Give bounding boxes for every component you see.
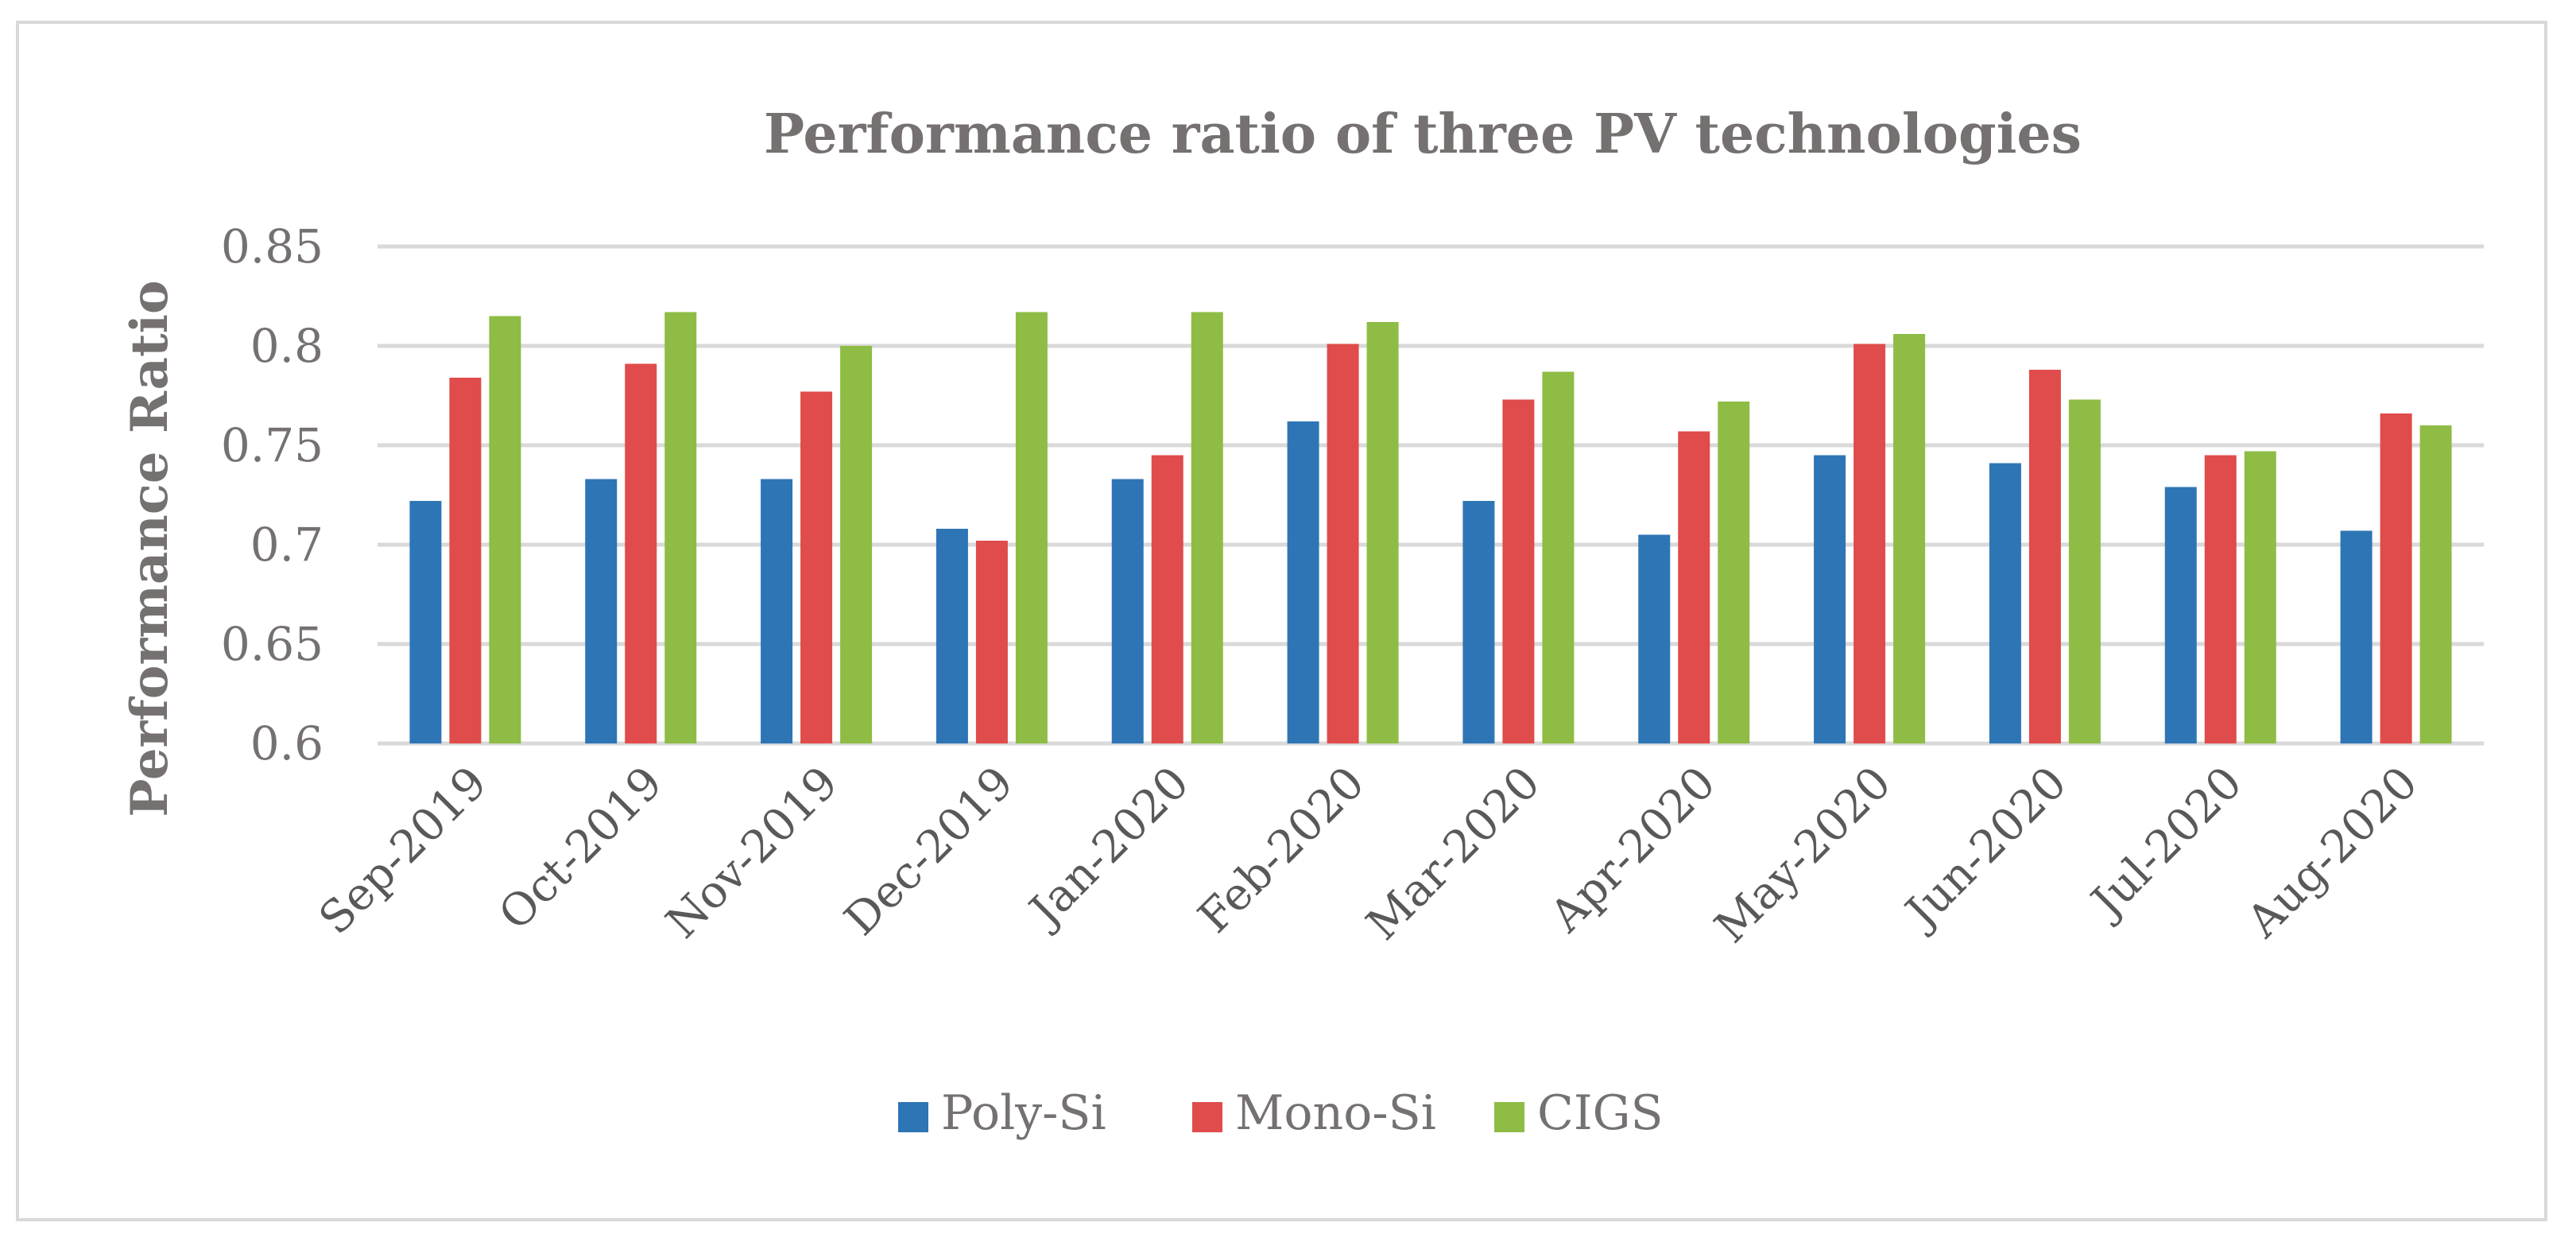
- bar-cigs-may-2020: [1893, 334, 1926, 743]
- legend-label: CIGS: [1537, 1085, 1664, 1141]
- y-tick-label: 0.65: [221, 617, 323, 671]
- bar-poly-si-apr-2020: [1638, 534, 1671, 743]
- bar-poly-si-aug-2020: [2340, 530, 2373, 743]
- gridlines: [378, 244, 2484, 746]
- bar-cigs-apr-2020: [1718, 402, 1750, 743]
- bar-cigs-jul-2020: [2244, 451, 2276, 743]
- x-tick-label: May-2020: [1705, 757, 1901, 953]
- chart-title: Performance ratio of three PV technologi…: [764, 103, 2082, 166]
- bar-poly-si-jan-2020: [1111, 479, 1144, 743]
- y-tick-label: 0.85: [221, 219, 323, 274]
- bar-poly-si-feb-2020: [1287, 421, 1319, 743]
- bar-poly-si-jul-2020: [2164, 487, 2197, 743]
- legend-swatch: [898, 1102, 928, 1132]
- bar-mono-si-jun-2020: [2028, 370, 2061, 743]
- x-tick-label: Nov-2019: [657, 757, 848, 949]
- bar-poly-si-oct-2019: [585, 479, 618, 743]
- x-tick-label: Jun-2020: [1893, 757, 2077, 941]
- bar-cigs-jun-2020: [2068, 399, 2101, 743]
- x-tick-label: Jan-2020: [1017, 757, 1199, 939]
- x-tick-label: Apr-2020: [1540, 757, 1726, 943]
- bar-mono-si-aug-2020: [2380, 413, 2412, 743]
- bars: [409, 312, 2452, 743]
- bar-mono-si-jul-2020: [2204, 455, 2237, 743]
- legend-label: Mono-Si: [1235, 1085, 1436, 1141]
- bar-mono-si-apr-2020: [1678, 431, 1710, 743]
- bar-mono-si-nov-2019: [800, 391, 833, 743]
- x-tick-label: Aug-2020: [2237, 757, 2427, 948]
- bar-poly-si-sep-2019: [409, 501, 442, 743]
- x-tick-label: Jul-2020: [2079, 757, 2253, 930]
- bar-mono-si-jan-2020: [1151, 455, 1183, 743]
- y-axis-ticks: 0.6 0.65 0.7 0.75 0.8 0.85: [221, 219, 323, 770]
- y-tick-label: 0.6: [250, 716, 323, 770]
- bar-mono-si-dec-2019: [975, 541, 1008, 743]
- y-tick-label: 0.7: [250, 518, 323, 572]
- legend-item-cigs: CIGS: [1494, 1085, 1664, 1141]
- bar-cigs-dec-2019: [1015, 312, 1048, 743]
- bar-mono-si-oct-2019: [625, 363, 657, 743]
- x-tick-label: Dec-2019: [835, 757, 1023, 945]
- y-tick-label: 0.75: [221, 418, 323, 472]
- y-axis-title: Performance Ratio: [120, 280, 180, 817]
- x-tick-label: Oct-2019: [489, 757, 672, 941]
- legend-swatch: [1192, 1102, 1222, 1132]
- bar-cigs-sep-2019: [489, 316, 521, 743]
- bar-poly-si-jun-2020: [1989, 463, 2021, 743]
- bar-poly-si-mar-2020: [1462, 501, 1495, 743]
- bar-mono-si-feb-2020: [1327, 343, 1359, 743]
- bar-poly-si-dec-2019: [935, 529, 968, 743]
- bar-cigs-feb-2020: [1366, 322, 1399, 743]
- bar-cigs-aug-2020: [2419, 425, 2452, 743]
- bar-mono-si-sep-2019: [449, 378, 482, 743]
- bar-mono-si-may-2020: [1854, 343, 1886, 743]
- legend-label: Poly-Si: [941, 1085, 1106, 1141]
- legend: Poly-Si Mono-Si CIGS: [898, 1085, 1664, 1141]
- y-tick-label: 0.8: [250, 319, 323, 373]
- legend-item-mono-si: Mono-Si: [1192, 1085, 1436, 1141]
- x-tick-label: Feb-2020: [1188, 757, 1374, 943]
- bar-cigs-jan-2020: [1191, 312, 1223, 743]
- legend-item-poly-si: Poly-Si: [898, 1085, 1106, 1141]
- bar-poly-si-nov-2019: [761, 479, 793, 743]
- bar-mono-si-mar-2020: [1502, 399, 1535, 743]
- bar-cigs-nov-2019: [840, 346, 873, 743]
- bar-cigs-oct-2019: [664, 312, 697, 743]
- legend-swatch: [1494, 1102, 1524, 1132]
- x-tick-label: Sep-2019: [309, 757, 497, 945]
- x-tick-label: Mar-2020: [1357, 757, 1550, 950]
- bar-poly-si-may-2020: [1814, 455, 1846, 743]
- x-axis-labels: Sep-2019Oct-2019Nov-2019Dec-2019Jan-2020…: [309, 757, 2427, 953]
- bar-cigs-mar-2020: [1542, 371, 1575, 743]
